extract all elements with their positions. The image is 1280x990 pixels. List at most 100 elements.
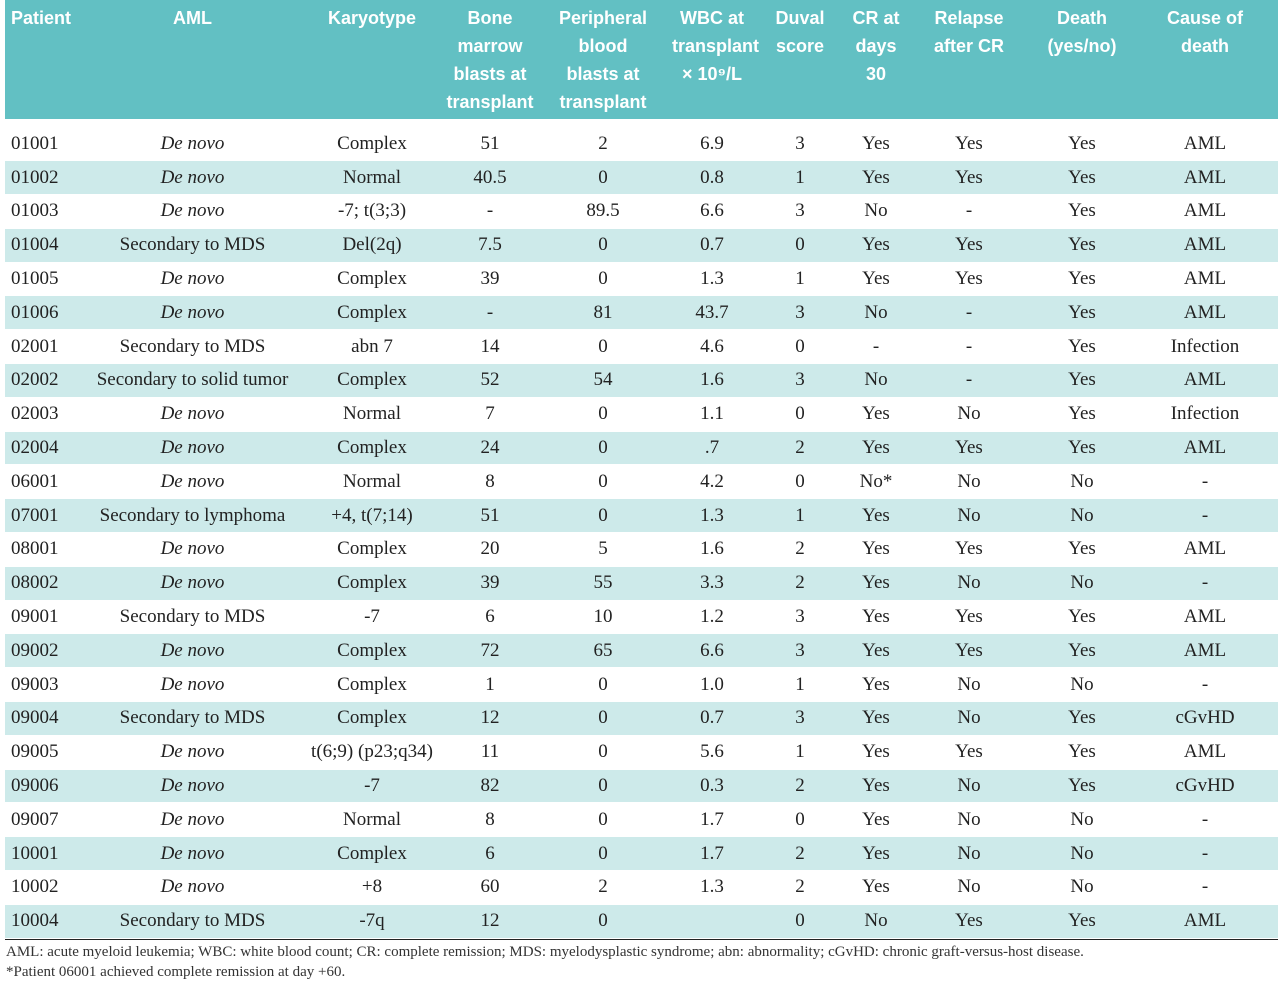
- cell-relapse: No: [906, 870, 1032, 905]
- spacer-cell: [5, 119, 1278, 127]
- cell-death: Yes: [1032, 633, 1132, 669]
- table-row: 01002 De novo Normal 40.5 0 0.8 1 Yes Yes Yes AML: [5, 160, 1278, 196]
- cell-bone-marrow-blasts: 51: [444, 127, 536, 162]
- cell-peripheral-blood-blasts: 5: [536, 532, 670, 567]
- cell-cause-of-death: AML: [1132, 735, 1278, 770]
- cell-peripheral-blood-blasts: 81: [536, 295, 670, 331]
- cell-cr-day30: Yes: [846, 228, 906, 263]
- header-duval-score: Duval score: [754, 0, 846, 119]
- cell-peripheral-blood-blasts: 0: [536, 667, 670, 703]
- cell-aml-type: De novo: [85, 667, 300, 703]
- cell-patient: 09005: [5, 735, 85, 770]
- cell-duval-score: 1: [754, 667, 846, 703]
- cell-cr-day30: No: [846, 194, 906, 229]
- cell-cr-day30: Yes: [846, 160, 906, 196]
- cell-cr-day30: No: [846, 904, 906, 939]
- cell-cause-of-death: AML: [1132, 194, 1278, 229]
- cell-wbc: 4.6: [670, 329, 754, 365]
- cell-aml-type: Secondary to MDS: [85, 904, 300, 939]
- header-aml: AML: [85, 0, 300, 119]
- cell-relapse: Yes: [906, 127, 1032, 162]
- cell-peripheral-blood-blasts: 0: [536, 464, 670, 500]
- patient-characteristics-table: Patient AML Karyotype Bone marrow blasts…: [5, 0, 1278, 939]
- cell-duval-score: 1: [754, 262, 846, 297]
- cell-relapse: Yes: [906, 262, 1032, 297]
- cell-karyotype: Normal: [300, 464, 444, 500]
- cell-wbc: .7: [670, 431, 754, 466]
- cell-death: Yes: [1032, 431, 1132, 466]
- cell-death: Yes: [1032, 397, 1132, 432]
- table-row: 09001 Secondary to MDS -7 6 10 1.2 3 Yes Yes Yes A…: [5, 600, 1278, 635]
- cell-cause-of-death: AML: [1132, 600, 1278, 635]
- cell-cr-day30: Yes: [846, 667, 906, 703]
- cell-peripheral-blood-blasts: 65: [536, 633, 670, 669]
- cell-duval-score: 1: [754, 160, 846, 196]
- cell-peripheral-blood-blasts: 0: [536, 160, 670, 196]
- cell-duval-score: 3: [754, 633, 846, 669]
- cell-bone-marrow-blasts: 7: [444, 397, 536, 432]
- table-row: 09007 De novo Normal 8 0 1.7 0 Yes No No -: [5, 802, 1278, 838]
- cell-aml-type: De novo: [85, 633, 300, 669]
- cell-patient: 01001: [5, 127, 85, 162]
- cell-cause-of-death: AML: [1132, 431, 1278, 466]
- cell-duval-score: 2: [754, 870, 846, 905]
- cell-peripheral-blood-blasts: 0: [536, 802, 670, 838]
- cell-death: Yes: [1032, 295, 1132, 331]
- cell-wbc: 0.7: [670, 701, 754, 736]
- header-cr-day30: CR at days 30: [846, 0, 906, 119]
- table-row: 09003 De novo Complex 1 0 1.0 1 Yes No No -: [5, 667, 1278, 703]
- cell-patient: 01006: [5, 295, 85, 331]
- cell-peripheral-blood-blasts: 0: [536, 904, 670, 939]
- cell-relapse: Yes: [906, 532, 1032, 567]
- cell-duval-score: 0: [754, 904, 846, 939]
- cell-relapse: No: [906, 667, 1032, 703]
- table-row: 10004 Secondary to MDS -7q 12 0 0 No Yes Yes AML: [5, 904, 1278, 939]
- table-row: 01005 De novo Complex 39 0 1.3 1 Yes Yes Yes AML: [5, 262, 1278, 297]
- cell-aml-type: De novo: [85, 127, 300, 162]
- cell-duval-score: 3: [754, 295, 846, 331]
- cell-duval-score: 1: [754, 735, 846, 770]
- cell-patient: 09001: [5, 600, 85, 635]
- cell-bone-marrow-blasts: 20: [444, 532, 536, 567]
- cell-death: Yes: [1032, 904, 1132, 939]
- cell-relapse: -: [906, 329, 1032, 365]
- cell-bone-marrow-blasts: 1: [444, 667, 536, 703]
- cell-relapse: No: [906, 464, 1032, 500]
- cell-cause-of-death: -: [1132, 870, 1278, 905]
- footnote-abbreviations: AML: acute myeloid leukemia; WBC: white …: [6, 944, 1084, 960]
- cell-cause-of-death: AML: [1132, 363, 1278, 398]
- cell-peripheral-blood-blasts: 0: [536, 769, 670, 804]
- cell-karyotype: Complex: [300, 566, 444, 601]
- cell-bone-marrow-blasts: 40.5: [444, 160, 536, 196]
- cell-aml-type: De novo: [85, 836, 300, 872]
- cell-cr-day30: No*: [846, 464, 906, 500]
- table-row: 09002 De novo Complex 72 65 6.6 3 Yes Yes Yes AML: [5, 633, 1278, 669]
- cell-cr-day30: Yes: [846, 870, 906, 905]
- cell-wbc: 1.7: [670, 836, 754, 872]
- cell-cr-day30: Yes: [846, 262, 906, 297]
- cell-wbc: 5.6: [670, 735, 754, 770]
- cell-wbc: 1.0: [670, 667, 754, 703]
- cell-cr-day30: No: [846, 295, 906, 331]
- cell-relapse: Yes: [906, 431, 1032, 466]
- cell-karyotype: -7: [300, 769, 444, 804]
- cell-wbc: 6.6: [670, 194, 754, 229]
- cell-peripheral-blood-blasts: 0: [536, 228, 670, 263]
- footnote-patient-06001: *Patient 06001 achieved complete remissi…: [6, 964, 346, 980]
- cell-patient: 02002: [5, 363, 85, 398]
- cell-karyotype: Del(2q): [300, 228, 444, 263]
- cell-karyotype: Complex: [300, 295, 444, 331]
- cell-peripheral-blood-blasts: 0: [536, 735, 670, 770]
- cell-aml-type: De novo: [85, 194, 300, 229]
- cell-patient: 09006: [5, 769, 85, 804]
- cell-patient: 02003: [5, 397, 85, 432]
- cell-aml-type: De novo: [85, 295, 300, 331]
- cell-karyotype: Complex: [300, 127, 444, 162]
- cell-bone-marrow-blasts: 39: [444, 262, 536, 297]
- cell-cause-of-death: -: [1132, 566, 1278, 601]
- cell-aml-type: De novo: [85, 160, 300, 196]
- cell-patient: 09007: [5, 802, 85, 838]
- table-row: 01003 De novo -7; t(3;3) -89.5 6.6 3 No - Yes AML: [5, 194, 1278, 229]
- cell-death: Yes: [1032, 329, 1132, 365]
